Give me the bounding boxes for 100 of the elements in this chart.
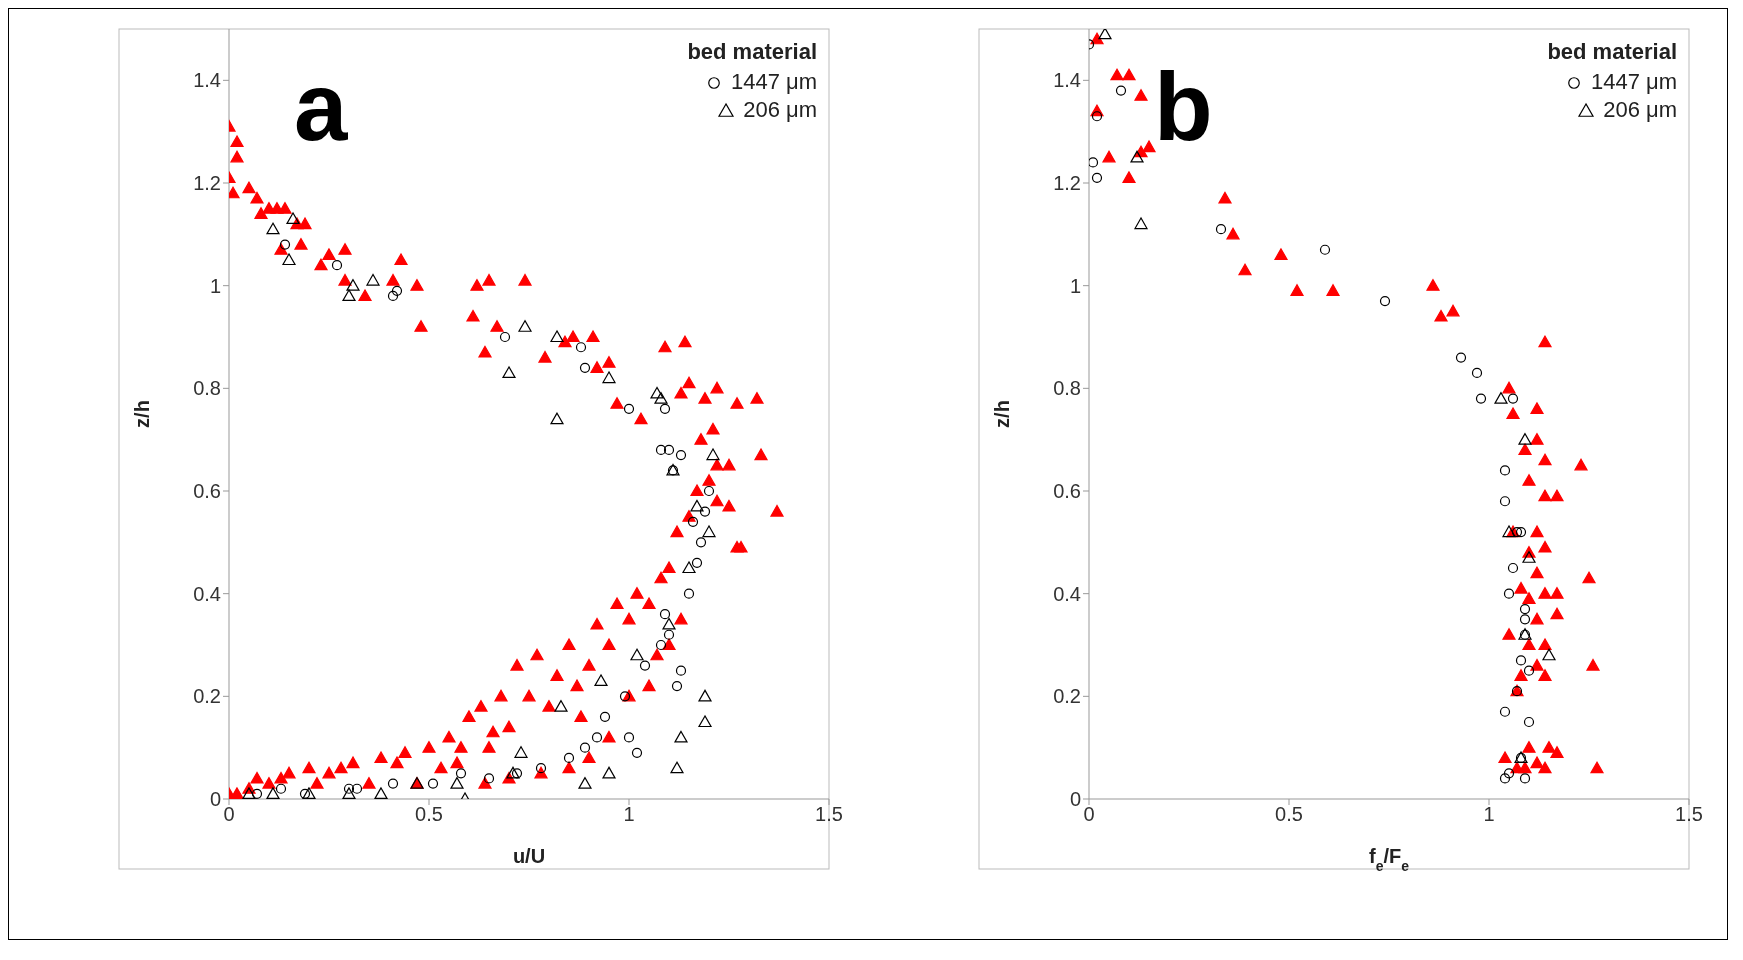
point (1502, 628, 1516, 640)
point (659, 403, 671, 414)
point (1523, 665, 1535, 676)
point (662, 617, 676, 630)
point (1514, 669, 1528, 681)
y-tick-label: 0 (1069, 788, 1081, 811)
point (374, 787, 388, 799)
point (663, 444, 675, 456)
point (1519, 614, 1531, 625)
point (1475, 393, 1487, 404)
point (251, 788, 263, 799)
point (1522, 592, 1536, 604)
y-tick-label: 1.4 (193, 69, 221, 92)
point (1522, 638, 1536, 651)
point (1574, 458, 1588, 471)
point (1091, 111, 1103, 122)
point (1522, 551, 1536, 563)
point (623, 403, 635, 414)
point (663, 629, 675, 640)
point (698, 715, 712, 728)
point (1290, 284, 1304, 296)
point (619, 691, 631, 702)
legend-label: 1447 μm (1590, 69, 1677, 94)
point (1518, 443, 1532, 456)
point (674, 730, 688, 743)
x-tick-label: 1 (623, 803, 635, 826)
point (351, 783, 363, 794)
point (286, 212, 300, 225)
point (1134, 89, 1148, 101)
point (1530, 433, 1544, 445)
y-tick-label: 0.6 (1053, 480, 1081, 503)
point (1499, 465, 1511, 476)
legend-title: bed material (1547, 39, 1677, 64)
point (682, 561, 696, 574)
point (631, 747, 643, 758)
point (639, 660, 651, 671)
point (455, 768, 467, 779)
point (1426, 279, 1440, 291)
point (1507, 562, 1519, 574)
point (1538, 335, 1552, 348)
point (1522, 474, 1536, 486)
point (1530, 612, 1544, 625)
point (499, 331, 511, 343)
point (699, 506, 711, 517)
point (1586, 658, 1600, 671)
point (1538, 638, 1552, 651)
legend-label: 1447 μm (730, 69, 817, 94)
point (1089, 157, 1099, 168)
point (342, 787, 356, 799)
point (1122, 171, 1136, 183)
point (1522, 741, 1536, 753)
x-tick-label: 1 (1483, 803, 1495, 826)
point (575, 342, 587, 353)
point (1538, 540, 1552, 553)
point (1582, 571, 1596, 584)
point (514, 746, 528, 758)
point (427, 778, 439, 789)
point (483, 773, 495, 784)
y-tick-label: 1.2 (1053, 172, 1081, 195)
point (563, 752, 575, 764)
point (654, 392, 668, 404)
point (1115, 85, 1127, 96)
point (1538, 489, 1552, 502)
y-tick-label: 0.2 (1053, 685, 1081, 708)
legend-title: bed material (687, 39, 817, 64)
point (331, 260, 343, 271)
point (690, 499, 704, 512)
y-tick-label: 1 (209, 274, 221, 297)
point (579, 742, 591, 753)
point (1550, 746, 1564, 758)
point (1514, 581, 1528, 594)
point (1530, 402, 1544, 414)
point (1538, 453, 1552, 466)
point (1530, 525, 1544, 538)
point (1102, 150, 1116, 163)
point (1122, 68, 1136, 81)
point (1498, 751, 1512, 764)
point (1215, 224, 1227, 235)
point (691, 557, 703, 568)
point (302, 787, 316, 799)
point (706, 448, 720, 461)
point (535, 763, 547, 774)
point (1530, 566, 1544, 579)
x-tick-label: 0.5 (415, 803, 443, 826)
point (670, 761, 684, 774)
point (671, 680, 683, 692)
point (1226, 227, 1240, 240)
point (450, 777, 464, 789)
point (1590, 761, 1604, 774)
y-tick-label: 0.2 (193, 685, 221, 708)
x-tick-label: 1.5 (1675, 803, 1703, 826)
x-tick-label: 0.5 (1275, 803, 1303, 826)
point (1538, 761, 1552, 774)
point (1502, 525, 1516, 538)
point (1326, 284, 1340, 296)
point (242, 787, 256, 799)
x-axis-title: f$_{e}$/F$_{e}$ (1368, 845, 1410, 874)
x-axis-title: u/U (512, 845, 546, 867)
point (602, 371, 616, 384)
point (266, 787, 280, 799)
